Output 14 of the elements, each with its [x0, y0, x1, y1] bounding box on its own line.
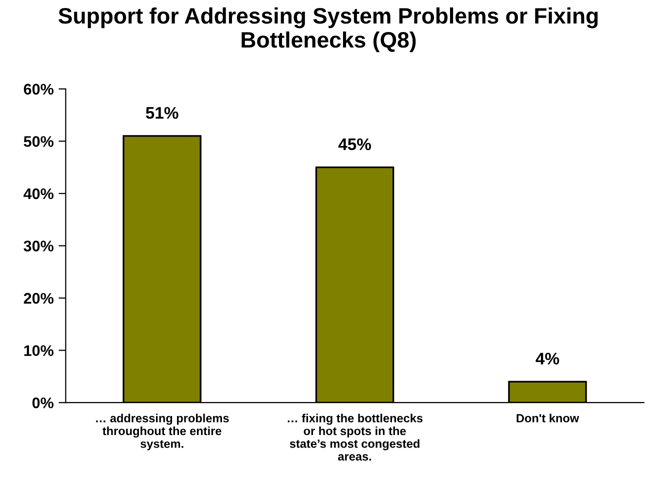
data-label: 51% [146, 107, 178, 119]
x-tick-label: Don't know [516, 414, 580, 422]
y-tick-label: 0% [32, 397, 54, 408]
y-tick-label: 30% [24, 240, 54, 252]
data-label: 45% [338, 138, 372, 150]
chart-title: Support for Addressing System Problems or Fixing Bottlenecks (Q8) [58, 7, 598, 52]
data-label: 4% [536, 352, 560, 364]
y-tick-label: 50% [24, 136, 54, 147]
x-tick-label: … addressing problems throughout the entire system. [96, 414, 229, 450]
y-tick-label: 10% [24, 345, 54, 356]
y-tick-label: 60% [24, 84, 54, 95]
y-tick-label: 40% [24, 188, 54, 200]
y-tick-label: 20% [24, 292, 54, 304]
x-tick-label: … fixing the bottlenecks or hot spots in the state’s most congested areas. [288, 414, 423, 461]
